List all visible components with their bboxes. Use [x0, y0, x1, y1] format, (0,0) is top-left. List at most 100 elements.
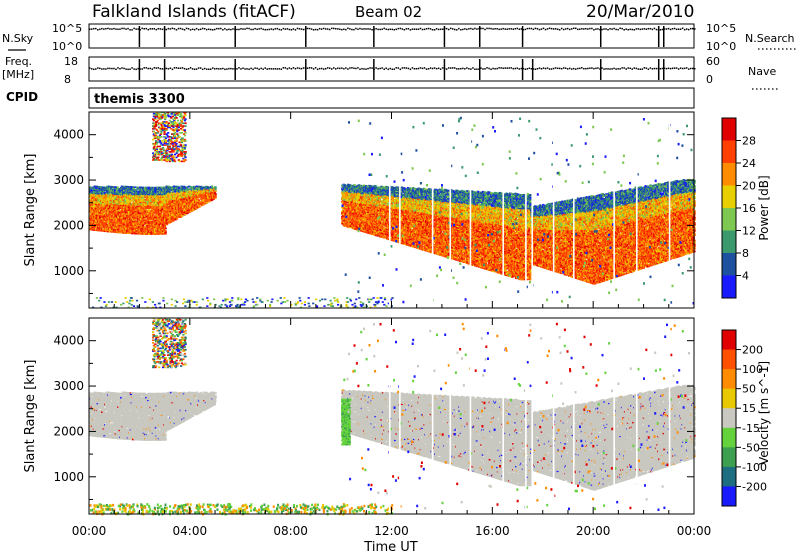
trace-point — [389, 29, 391, 31]
trace-point — [200, 29, 202, 31]
trace-point — [416, 28, 418, 30]
trace-point — [541, 28, 543, 30]
trace-point — [595, 28, 597, 30]
date-label: 20/Mar/2010 — [586, 2, 694, 22]
trace-point — [190, 67, 192, 69]
trace-point — [226, 68, 228, 70]
trace-point — [418, 68, 420, 70]
trace-point — [222, 29, 224, 31]
trace-point — [119, 68, 121, 70]
power-data — [89, 112, 696, 309]
trace-point — [398, 28, 400, 30]
trace-point — [371, 67, 373, 69]
trace-point — [593, 68, 595, 70]
trace-point — [256, 68, 258, 70]
trace-point — [589, 67, 591, 69]
trace-point — [585, 28, 587, 30]
trace-point — [476, 68, 478, 70]
trace-point — [438, 68, 440, 70]
trace-point — [418, 29, 420, 31]
trace-point — [367, 28, 369, 30]
trace-point — [117, 67, 119, 69]
trace-point — [690, 28, 692, 30]
trace-point — [254, 28, 256, 30]
trace-point — [581, 28, 583, 30]
trace-point — [303, 29, 305, 31]
trace-point — [406, 28, 408, 30]
trace-point — [434, 29, 436, 31]
trace-point — [143, 67, 145, 69]
nave-tick-top: 60 — [706, 55, 720, 68]
trace-point — [337, 67, 339, 69]
trace-point — [289, 67, 291, 69]
trace-point — [268, 68, 270, 70]
trace-point — [676, 29, 678, 31]
trace-point — [198, 29, 200, 31]
trace-point — [224, 28, 226, 30]
trace-point — [166, 68, 168, 70]
trace-point — [660, 29, 662, 31]
trace-point — [379, 68, 381, 70]
trace-point — [672, 28, 674, 30]
trace-point — [273, 68, 275, 70]
trace-point — [325, 68, 327, 70]
trace-point — [220, 28, 222, 30]
trace-point — [264, 67, 266, 69]
trace-point — [301, 28, 303, 30]
trace-point — [506, 67, 508, 69]
trace-point — [329, 67, 331, 69]
trace-point — [442, 67, 444, 69]
trace-point — [513, 28, 515, 30]
trace-point — [615, 68, 617, 70]
trace-point — [561, 68, 563, 70]
trace-point — [595, 68, 597, 70]
trace-point — [406, 67, 408, 69]
trace-point — [424, 29, 426, 31]
trace-point — [535, 28, 537, 30]
trace-point — [186, 69, 188, 71]
trace-point — [355, 68, 357, 70]
trace-point — [357, 29, 359, 31]
trace-point — [313, 29, 315, 31]
trace-point — [387, 69, 389, 71]
trace-point — [430, 28, 432, 30]
trace-point — [621, 67, 623, 69]
nave-label: Nave — [748, 65, 776, 78]
trace-point — [97, 29, 99, 31]
trace-point — [375, 28, 377, 30]
trace-point — [567, 68, 569, 70]
trace-point — [545, 29, 547, 31]
trace-point — [156, 67, 158, 69]
trace-point — [184, 68, 186, 70]
trace-point — [299, 28, 301, 30]
trace-point — [174, 67, 176, 69]
trace-point — [684, 68, 686, 70]
trace-point — [371, 29, 373, 31]
trace-point — [214, 68, 216, 70]
trace-point — [410, 69, 412, 71]
trace-point — [684, 29, 686, 31]
trace-point — [212, 29, 214, 31]
trace-point — [303, 67, 305, 69]
trace-point — [363, 68, 365, 70]
trace-point — [642, 28, 644, 30]
trace-point — [277, 68, 279, 70]
trace-point — [250, 68, 252, 70]
trace-point — [204, 28, 206, 30]
trace-point — [625, 68, 627, 70]
trace-point — [317, 69, 319, 71]
trace-point — [623, 67, 625, 69]
trace-point — [454, 29, 456, 31]
trace-point — [589, 28, 591, 30]
trace-point — [97, 67, 99, 69]
trace-point — [158, 67, 160, 69]
trace-point — [178, 28, 180, 30]
trace-point — [154, 28, 156, 30]
trace-point — [244, 28, 246, 30]
trace-point — [692, 28, 694, 30]
trace-point — [476, 28, 478, 30]
trace-point — [603, 28, 605, 30]
trace-point — [311, 28, 313, 30]
trace-point — [291, 68, 293, 70]
trace-point — [307, 28, 309, 30]
